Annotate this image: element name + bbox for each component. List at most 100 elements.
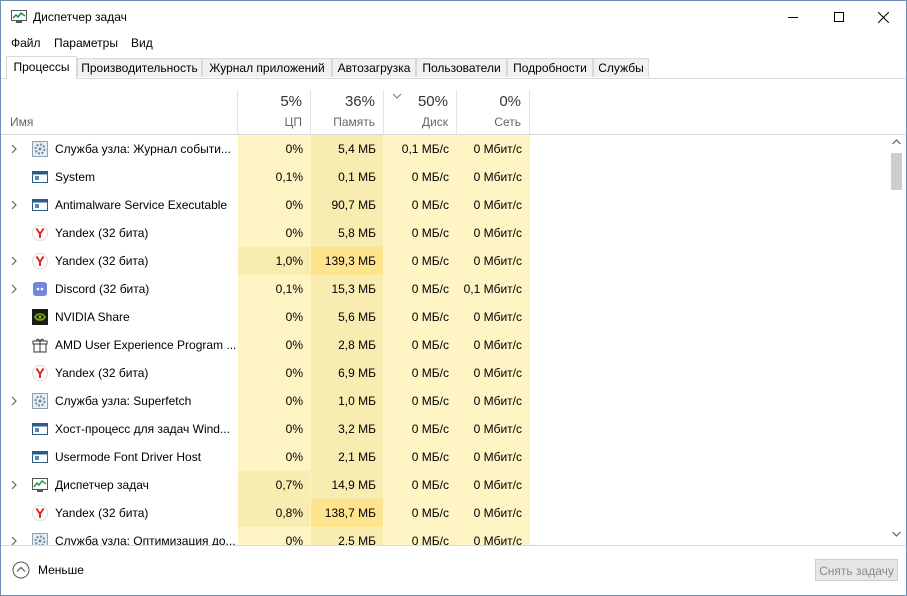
process-row[interactable]: Yandex (32 бита) 0% 6,9 МБ 0 МБ/с 0 Мбит/с: [1, 359, 887, 387]
expand-chevron-icon[interactable]: [10, 536, 18, 545]
network-usage-cell: 0 Мбит/с: [457, 527, 530, 545]
process-row[interactable]: AMD User Experience Program ... 0% 2,8 МБ 0…: [1, 331, 887, 359]
title-bar[interactable]: Диспетчер задач: [1, 1, 906, 33]
menu-bar: Файл Параметры Вид: [1, 33, 906, 53]
yandex-icon: [32, 253, 48, 269]
fewer-details-chevron-icon[interactable]: [12, 561, 30, 579]
expand-chevron-icon[interactable]: [10, 144, 18, 154]
process-name-cell[interactable]: Yandex (32 бита): [1, 247, 238, 275]
process-name: Диспетчер задач: [55, 478, 149, 492]
memory-usage-cell: 139,3 МБ: [311, 247, 384, 275]
cpu-usage-cell: 1,0%: [238, 247, 311, 275]
disk-usage-cell: 0 МБ/с: [384, 499, 457, 527]
column-header-disk[interactable]: 50% Диск: [384, 90, 457, 134]
process-name-cell[interactable]: Discord (32 бита): [1, 275, 238, 303]
expand-chevron-icon[interactable]: [10, 256, 18, 266]
process-row[interactable]: Usermode Font Driver Host 0% 2,1 МБ 0 МБ/с 0…: [1, 443, 887, 471]
menu-file[interactable]: Файл: [11, 36, 41, 50]
process-name-cell[interactable]: System: [1, 163, 238, 191]
process-name: NVIDIA Share: [55, 310, 130, 324]
network-usage-cell: 0 Мбит/с: [457, 499, 530, 527]
maximize-button[interactable]: [816, 1, 862, 33]
process-name-cell[interactable]: Служба узла: Оптимизация до...: [1, 527, 238, 545]
process-row[interactable]: Хост-процесс для задач Wind... 0% 3,2 МБ 0 …: [1, 415, 887, 443]
process-name-cell[interactable]: Хост-процесс для задач Wind...: [1, 415, 238, 443]
expand-chevron-icon[interactable]: [10, 284, 18, 294]
process-name-cell[interactable]: Служба узла: Журнал событи...: [1, 135, 238, 163]
process-row[interactable]: Yandex (32 бита) 0,8% 138,7 МБ 0 МБ/с 0 Мбит…: [1, 499, 887, 527]
tab-performance[interactable]: Производительность: [77, 58, 202, 77]
process-name-cell[interactable]: Yandex (32 бита): [1, 499, 238, 527]
process-row[interactable]: Служба узла: Журнал событи... 0% 5,4 МБ 0,1…: [1, 135, 887, 163]
cpu-usage-cell: 0%: [238, 443, 311, 471]
cpu-usage-cell: 0%: [238, 527, 311, 545]
network-usage-cell: 0 Мбит/с: [457, 191, 530, 219]
process-name-cell[interactable]: Usermode Font Driver Host: [1, 443, 238, 471]
cpu-usage-cell: 0%: [238, 191, 311, 219]
window-app-icon: [32, 451, 48, 463]
cpu-usage-cell: 0,7%: [238, 471, 311, 499]
process-row[interactable]: Диспетчер задач 0,7% 14,9 МБ 0 МБ/с 0 Мбит/с: [1, 471, 887, 499]
process-row[interactable]: Служба узла: Оптимизация до... 0% 2,5 МБ 0 …: [1, 527, 887, 545]
process-name-cell[interactable]: Yandex (32 бита): [1, 359, 238, 387]
disk-usage-cell: 0 МБ/с: [384, 275, 457, 303]
tab-startup[interactable]: Автозагрузка: [332, 58, 416, 77]
expand-chevron-icon[interactable]: [10, 480, 18, 490]
cpu-usage-cell: 0%: [238, 219, 311, 247]
expand-chevron-icon[interactable]: [10, 200, 18, 210]
process-row[interactable]: Yandex (32 бита) 0% 5,8 МБ 0 МБ/с 0 Мбит/с: [1, 219, 887, 247]
network-column-label: Сеть: [494, 115, 521, 129]
memory-total-percent: 36%: [344, 93, 375, 110]
column-header-cpu[interactable]: 5% ЦП: [238, 90, 311, 134]
disk-usage-cell: 0 МБ/с: [384, 443, 457, 471]
process-name-cell[interactable]: Yandex (32 бита): [1, 219, 238, 247]
process-name-cell[interactable]: Служба узла: Superfetch: [1, 387, 238, 415]
service-gear-icon: [32, 141, 48, 157]
scrollbar-thumb[interactable]: [891, 153, 902, 190]
tab-users[interactable]: Пользователи: [416, 58, 507, 77]
memory-usage-cell: 14,9 МБ: [311, 471, 384, 499]
cpu-usage-cell: 0%: [238, 303, 311, 331]
disk-usage-cell: 0 МБ/с: [384, 331, 457, 359]
tab-processes[interactable]: Процессы: [6, 56, 77, 79]
tab-details[interactable]: Подробности: [507, 58, 593, 77]
process-row[interactable]: Служба узла: Superfetch 0% 1,0 МБ 0 МБ/с 0 М…: [1, 387, 887, 415]
menu-options[interactable]: Параметры: [54, 36, 118, 50]
menu-view[interactable]: Вид: [131, 36, 153, 50]
end-task-button[interactable]: Снять задачу: [815, 559, 898, 581]
process-name: Yandex (32 бита): [55, 366, 149, 380]
nvidia-icon: [32, 309, 48, 325]
disk-usage-cell: 0,1 МБ/с: [384, 135, 457, 163]
column-header-network[interactable]: 0% Сеть: [457, 90, 530, 134]
memory-usage-cell: 5,6 МБ: [311, 303, 384, 331]
process-name-cell[interactable]: Antimalware Service Executable: [1, 191, 238, 219]
process-name: Служба узла: Superfetch: [55, 394, 192, 408]
cpu-usage-cell: 0%: [238, 135, 311, 163]
minimize-button[interactable]: [770, 1, 816, 33]
vertical-scrollbar[interactable]: [888, 135, 905, 545]
process-name-cell[interactable]: NVIDIA Share: [1, 303, 238, 331]
scroll-up-arrow-icon[interactable]: [892, 139, 901, 145]
process-name: Yandex (32 бита): [55, 226, 149, 240]
process-name-cell[interactable]: AMD User Experience Program ...: [1, 331, 238, 359]
process-row[interactable]: Yandex (32 бита) 1,0% 139,3 МБ 0 МБ/с 0 Мбит…: [1, 247, 887, 275]
process-row[interactable]: System 0,1% 0,1 МБ 0 МБ/с 0 Мбит/с: [1, 163, 887, 191]
process-name: Хост-процесс для задач Wind...: [55, 422, 230, 436]
close-button[interactable]: [860, 1, 906, 33]
cpu-usage-cell: 0,1%: [238, 163, 311, 191]
disk-column-label: Диск: [421, 115, 448, 129]
fewer-details-link[interactable]: Меньше: [38, 563, 84, 577]
tab-services[interactable]: Службы: [593, 58, 649, 77]
expand-chevron-icon[interactable]: [10, 396, 18, 406]
process-row[interactable]: Discord (32 бита) 0,1% 15,3 МБ 0 МБ/с 0,1 Мб…: [1, 275, 887, 303]
tab-app-history[interactable]: Журнал приложений: [202, 58, 332, 77]
column-header-name[interactable]: Имя: [1, 90, 238, 134]
process-name: System: [55, 170, 96, 184]
cpu-usage-cell: 0,1%: [238, 275, 311, 303]
process-row[interactable]: Antimalware Service Executable 0% 90,7 МБ 0…: [1, 191, 887, 219]
process-name-cell[interactable]: Диспетчер задач: [1, 471, 238, 499]
process-row[interactable]: NVIDIA Share 0% 5,6 МБ 0 МБ/с 0 Мбит/с: [1, 303, 887, 331]
column-header-memory[interactable]: 36% Память: [311, 90, 384, 134]
scroll-down-arrow-icon[interactable]: [892, 531, 901, 537]
